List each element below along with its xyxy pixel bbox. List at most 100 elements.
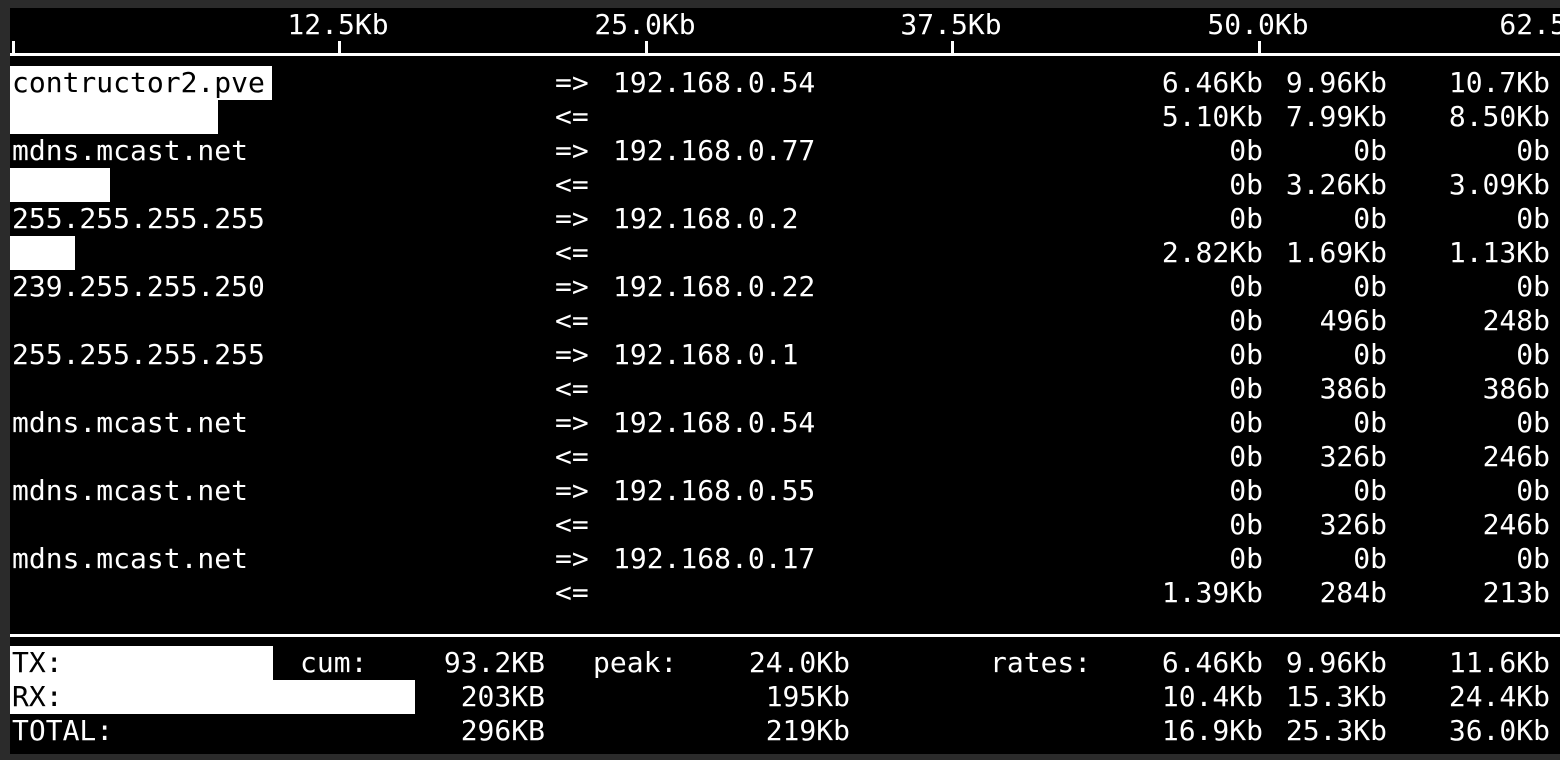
- tx-rate-10s: 0b: [1353, 474, 1387, 507]
- arrow-in-icon: <=: [555, 304, 589, 337]
- connection-line-out[interactable]: 255.255.255.255 => 192.168.0.1 0b 0b 0b: [10, 338, 1560, 372]
- ruler-tick-0: [338, 41, 341, 54]
- tx-rate-2s: 6.46Kb: [1161, 66, 1263, 99]
- connection-line-out[interactable]: mdns.mcast.net => 192.168.0.17 0b 0b 0b: [10, 542, 1560, 576]
- peak-value: 195Kb: [765, 680, 850, 713]
- connection-row[interactable]: mdns.mcast.net => 192.168.0.77 0b 0b 0b <= 0b 3.…: [10, 134, 1560, 202]
- connection-line-out[interactable]: mdns.mcast.net => 192.168.0.55 0b 0b 0b: [10, 474, 1560, 508]
- rx-rate-40s: 248b: [1482, 304, 1550, 337]
- connection-line-out[interactable]: contructor2.pve => 192.168.0.54 6.46Kb 9.96K…: [10, 66, 1560, 100]
- arrow-out-icon: =>: [555, 338, 589, 371]
- tx-rate-2s: 0b: [1229, 542, 1263, 575]
- rx-rate-2s: 5.10Kb: [1161, 100, 1263, 133]
- connection-row[interactable]: contructor2.pve => 192.168.0.54 6.46Kb 9.96K…: [10, 66, 1560, 134]
- connection-list[interactable]: contructor2.pve => 192.168.0.54 6.46Kb 9.96K…: [10, 66, 1560, 622]
- rate-10s: 9.96Kb: [1285, 646, 1387, 679]
- ruler-label-1: 25.0Kb: [594, 8, 696, 41]
- host-name: mdns.mcast.net: [12, 474, 249, 507]
- totals-label: TOTAL:: [12, 714, 114, 747]
- rate-10s: 25.3Kb: [1285, 714, 1387, 747]
- tx-rate-2s: 0b: [1229, 474, 1263, 507]
- ruler-tick-1: [645, 41, 648, 54]
- tx-rate-2s: 0b: [1229, 270, 1263, 303]
- peak-value: 24.0Kb: [748, 646, 850, 679]
- rx-rate-10s: 496b: [1319, 304, 1387, 337]
- host-name: mdns.mcast.net: [12, 542, 249, 575]
- arrow-out-icon: =>: [555, 406, 589, 439]
- peer-address: 192.168.0.2: [613, 202, 799, 235]
- tx-bar: [10, 66, 272, 100]
- tx-rate-2s: 0b: [1229, 406, 1263, 439]
- arrow-out-icon: =>: [555, 202, 589, 235]
- tx-rate-40s: 0b: [1516, 406, 1550, 439]
- rx-rate-10s: 326b: [1319, 440, 1387, 473]
- connection-line-in[interactable]: <= 0b 3.26Kb 3.09Kb: [10, 168, 1560, 202]
- totals-bar: [10, 646, 273, 680]
- connection-line-in[interactable]: <= 2.82Kb 1.69Kb 1.13Kb: [10, 236, 1560, 270]
- tx-rate-2s: 0b: [1229, 134, 1263, 167]
- tx-rate-40s: 0b: [1516, 542, 1550, 575]
- arrow-in-icon: <=: [555, 168, 589, 201]
- rx-rate-2s: 1.39Kb: [1161, 576, 1263, 609]
- rx-rate-2s: 2.82Kb: [1161, 236, 1263, 269]
- connection-line-in[interactable]: <= 1.39Kb 284b 213b: [10, 576, 1560, 610]
- tx-rate-40s: 0b: [1516, 270, 1550, 303]
- arrow-out-icon: =>: [555, 474, 589, 507]
- tx-rate-10s: 0b: [1353, 134, 1387, 167]
- connection-row[interactable]: 239.255.255.250 => 192.168.0.22 0b 0b 0b <= 0b 4…: [10, 270, 1560, 338]
- totals-row: RX: 203KB 195Kb 10.4Kb 15.3Kb 24.4Kb: [10, 680, 1560, 714]
- tx-rate-2s: 0b: [1229, 338, 1263, 371]
- connection-row[interactable]: mdns.mcast.net => 192.168.0.55 0b 0b 0b <= 0b 32…: [10, 474, 1560, 542]
- connection-line-in[interactable]: <= 0b 326b 246b: [10, 440, 1560, 474]
- rate-2s: 10.4Kb: [1161, 680, 1263, 713]
- peer-address: 192.168.0.1: [613, 338, 799, 371]
- rate-40s: 24.4Kb: [1448, 680, 1550, 713]
- rate-2s: 6.46Kb: [1161, 646, 1263, 679]
- rx-rate-10s: 1.69Kb: [1285, 236, 1387, 269]
- ruler-axis-line: [10, 53, 1560, 56]
- arrow-out-icon: =>: [555, 542, 589, 575]
- ruler-tick-2: [951, 41, 954, 54]
- tx-rate-40s: 10.7Kb: [1448, 66, 1550, 99]
- arrow-in-icon: <=: [555, 576, 589, 609]
- connection-line-out[interactable]: mdns.mcast.net => 192.168.0.54 0b 0b 0b: [10, 406, 1560, 440]
- rx-rate-40s: 246b: [1482, 508, 1550, 541]
- host-name: mdns.mcast.net: [12, 134, 249, 167]
- cum-label: cum:: [300, 646, 368, 679]
- tx-rate-10s: 0b: [1353, 542, 1387, 575]
- rx-rate-2s: 0b: [1229, 440, 1263, 473]
- rx-rate-2s: 0b: [1229, 372, 1263, 405]
- tx-rate-10s: 0b: [1353, 406, 1387, 439]
- rate-10s: 15.3Kb: [1285, 680, 1387, 713]
- tx-rate-40s: 0b: [1516, 134, 1550, 167]
- connection-line-in[interactable]: <= 0b 386b 386b: [10, 372, 1560, 406]
- rx-rate-10s: 3.26Kb: [1285, 168, 1387, 201]
- rx-rate-10s: 326b: [1319, 508, 1387, 541]
- connection-line-out[interactable]: 239.255.255.250 => 192.168.0.22 0b 0b 0b: [10, 270, 1560, 304]
- tx-rate-40s: 0b: [1516, 202, 1550, 235]
- ruler-label-0: 12.5Kb: [287, 8, 389, 41]
- arrow-in-icon: <=: [555, 100, 589, 133]
- connection-line-in[interactable]: <= 0b 496b 248b: [10, 304, 1560, 338]
- rx-rate-40s: 246b: [1482, 440, 1550, 473]
- connection-line-out[interactable]: mdns.mcast.net => 192.168.0.77 0b 0b 0b: [10, 134, 1560, 168]
- connection-line-in[interactable]: <= 0b 326b 246b: [10, 508, 1560, 542]
- connection-row[interactable]: 255.255.255.255 => 192.168.0.2 0b 0b 0b <= 2.82…: [10, 202, 1560, 270]
- rx-bar: [10, 100, 218, 134]
- rx-rate-40s: 8.50Kb: [1448, 100, 1550, 133]
- rx-bar: [10, 236, 75, 270]
- connection-line-in[interactable]: <= 5.10Kb 7.99Kb 8.50Kb: [10, 100, 1560, 134]
- rx-rate-2s: 0b: [1229, 304, 1263, 337]
- arrow-out-icon: =>: [555, 270, 589, 303]
- arrow-out-icon: =>: [555, 66, 589, 99]
- host-name: 255.255.255.255: [12, 338, 265, 371]
- host-name: mdns.mcast.net: [12, 406, 249, 439]
- connection-row[interactable]: 255.255.255.255 => 192.168.0.1 0b 0b 0b <= 0b 38…: [10, 338, 1560, 406]
- connection-row[interactable]: mdns.mcast.net => 192.168.0.17 0b 0b 0b <= 1.39…: [10, 542, 1560, 610]
- connection-line-out[interactable]: 255.255.255.255 => 192.168.0.2 0b 0b 0b: [10, 202, 1560, 236]
- rx-rate-10s: 386b: [1319, 372, 1387, 405]
- connection-row[interactable]: mdns.mcast.net => 192.168.0.54 0b 0b 0b <= 0b 32…: [10, 406, 1560, 474]
- tx-rate-40s: 0b: [1516, 474, 1550, 507]
- tx-rate-10s: 0b: [1353, 202, 1387, 235]
- totals-footer: TX: cum: peak: rates: 93.2KB 24.0Kb 6.46Kb 9.96…: [10, 646, 1560, 754]
